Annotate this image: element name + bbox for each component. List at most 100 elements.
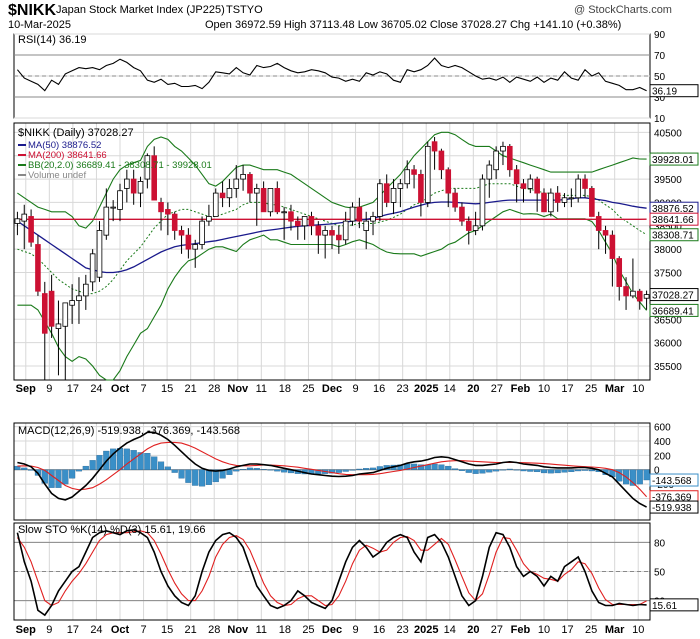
candle-body bbox=[383, 183, 390, 203]
sto-x-tick-label: 28 bbox=[208, 624, 220, 636]
rsi-title: RSI(14) 36.19 bbox=[18, 34, 86, 46]
macd-line bbox=[17, 431, 647, 508]
sto-x-tick-label: 17 bbox=[67, 624, 79, 636]
price-right-label: 36689.41 bbox=[652, 306, 694, 317]
macd-histogram-bar bbox=[540, 469, 548, 474]
macd-histogram-bar bbox=[575, 469, 582, 472]
price-x-tick-label: 20 bbox=[467, 383, 479, 395]
candle-body bbox=[301, 216, 308, 227]
sto-x-tick-label: Dec bbox=[322, 624, 342, 636]
macd-histogram-bar bbox=[144, 453, 151, 470]
candle-body bbox=[144, 155, 151, 180]
candle-body bbox=[575, 178, 581, 199]
candle-body bbox=[158, 202, 164, 213]
macd-histogram-bar bbox=[458, 469, 465, 471]
candle-body bbox=[253, 188, 260, 194]
candle-body bbox=[465, 220, 472, 231]
sto-x-tick-label: 16 bbox=[373, 624, 385, 636]
macd-histogram-bar bbox=[445, 465, 452, 470]
sto-x-tick-label: 18 bbox=[279, 624, 291, 636]
price-tick-label: 40500 bbox=[654, 128, 682, 139]
candle-body bbox=[295, 220, 301, 227]
macd-histogram-bar bbox=[452, 468, 459, 470]
candle-body bbox=[554, 192, 561, 203]
macd-histogram-bar bbox=[479, 469, 486, 474]
price-x-tick-label: 7 bbox=[140, 383, 146, 395]
macd-histogram-bar bbox=[62, 469, 69, 485]
sto-x-tick-label: 25 bbox=[302, 624, 314, 636]
sto-x-tick-label: 17 bbox=[561, 624, 573, 636]
macd-histogram-bar bbox=[151, 456, 158, 470]
sto-x-tick-label: 7 bbox=[140, 624, 146, 636]
sto-x-tick-label: 25 bbox=[585, 624, 597, 636]
candle-body bbox=[438, 150, 445, 171]
price-legend-swatch bbox=[18, 154, 26, 156]
price-x-tick-label: Oct bbox=[111, 383, 130, 395]
candle-body bbox=[636, 290, 643, 302]
candle-body bbox=[602, 230, 609, 236]
price-x-tick-label: 25 bbox=[585, 383, 597, 395]
quote-line: Open 36972.59 High 37113.48 Low 36705.02… bbox=[205, 19, 622, 31]
candle-body bbox=[226, 188, 233, 199]
macd-histogram-bar bbox=[349, 469, 356, 471]
sto-x-tick-label: 2025 bbox=[414, 624, 438, 636]
macd-histogram-bar bbox=[554, 469, 561, 474]
price-tick-label: 36500 bbox=[654, 315, 682, 326]
price-right-label: 38641.66 bbox=[652, 215, 694, 226]
candle-body bbox=[28, 216, 34, 243]
candle-body bbox=[76, 295, 82, 301]
rsi-current-label: 36.19 bbox=[652, 87, 677, 98]
price-x-tick-label: 25 bbox=[302, 383, 314, 395]
price-right-label-box bbox=[649, 152, 699, 166]
candle-body bbox=[308, 216, 315, 227]
candle-body bbox=[541, 192, 547, 213]
sto-current-label-box bbox=[649, 598, 699, 612]
candle-body bbox=[459, 206, 465, 222]
macd-histogram-bar bbox=[636, 469, 643, 485]
index-name: Japan Stock Market Index (JP225) bbox=[56, 4, 225, 16]
price-x-tick-label: 21 bbox=[185, 383, 197, 395]
price-x-tick-label: 11 bbox=[256, 383, 267, 395]
sto-x-tick-label: 11 bbox=[256, 624, 267, 636]
macd-histogram-bar bbox=[233, 469, 240, 472]
candle-body bbox=[124, 178, 130, 189]
rsi-tick-label: 50 bbox=[654, 72, 666, 83]
price-right-label: 38876.52 bbox=[652, 204, 694, 215]
macd-histogram-bar bbox=[14, 465, 21, 470]
price-x-tick-label: 18 bbox=[279, 383, 291, 395]
candle-body bbox=[267, 188, 274, 213]
sto-x-tick-label: 15 bbox=[161, 624, 173, 636]
macd-histogram-bar bbox=[629, 469, 636, 486]
macd-value-label-box bbox=[649, 500, 699, 514]
candle-body bbox=[178, 230, 185, 236]
sto-k-line bbox=[16, 528, 647, 617]
macd-histogram-bar bbox=[130, 450, 137, 470]
macd-histogram-bar bbox=[534, 469, 541, 473]
price-x-tick-label: 9 bbox=[352, 383, 358, 395]
price-legend-entry: MA(200) 38641.66 bbox=[28, 150, 107, 161]
macd-histogram-bar bbox=[643, 469, 650, 481]
macd-histogram-bar bbox=[226, 469, 233, 475]
rsi-tick-label: 90 bbox=[654, 30, 666, 41]
macd-histogram-bar bbox=[369, 467, 377, 470]
sto-x-tick-label: 10 bbox=[632, 624, 644, 636]
price-x-tick-label: 14 bbox=[444, 383, 456, 395]
price-right-label-box bbox=[649, 288, 699, 302]
macd-histogram-bar bbox=[513, 469, 520, 471]
exchange-label: TSTYO bbox=[226, 4, 263, 16]
candle-body bbox=[424, 145, 431, 203]
candle-body bbox=[548, 192, 554, 213]
candle-body bbox=[103, 206, 110, 236]
price-x-tick-label: Dec bbox=[322, 383, 342, 395]
macd-histogram-bar bbox=[499, 469, 507, 471]
sto-x-tick-label: 9 bbox=[46, 624, 52, 636]
symbol-label: $NIKK bbox=[8, 2, 57, 19]
macd-histogram-bar bbox=[356, 468, 363, 470]
macd-histogram-bar bbox=[164, 466, 171, 470]
macd-histogram-bar bbox=[157, 461, 165, 470]
sto-x-tick-label: 9 bbox=[352, 624, 358, 636]
macd-histogram-bar bbox=[465, 469, 472, 473]
macd-histogram-bar bbox=[431, 463, 438, 470]
candle-body bbox=[21, 213, 28, 222]
